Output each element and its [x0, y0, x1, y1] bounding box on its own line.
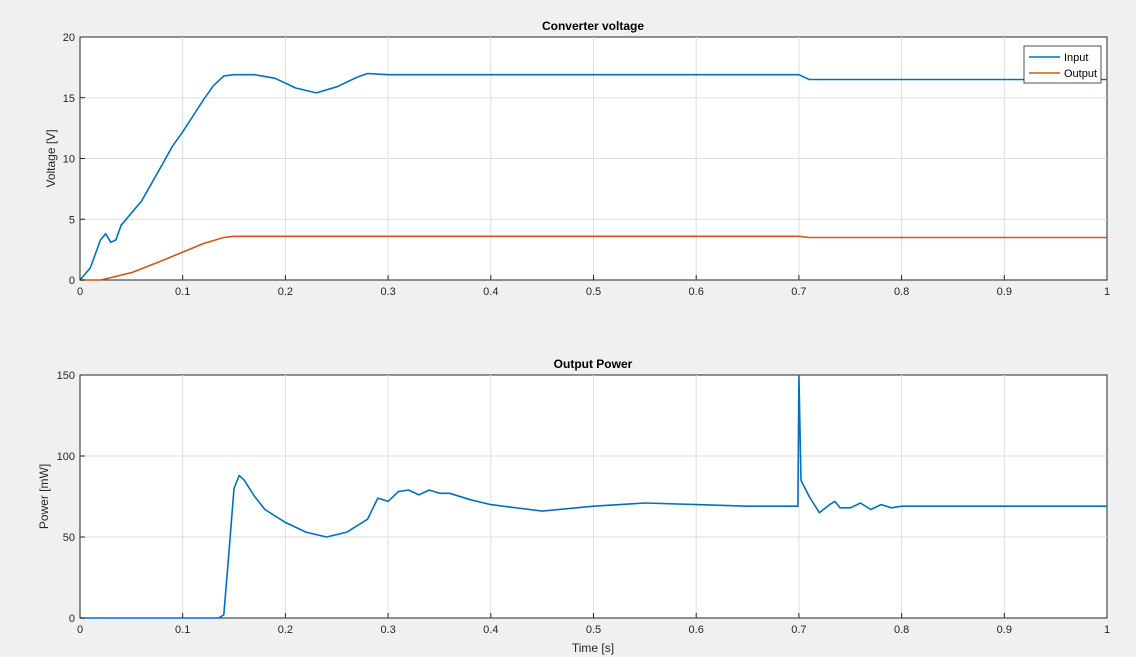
x-tick-label: 0.1	[175, 624, 190, 636]
y-tick-label: 20	[63, 32, 75, 44]
x-tick-label: 1	[1104, 286, 1110, 298]
x-tick-label: 0.9	[997, 624, 1012, 636]
x-tick-label: 0.7	[791, 286, 806, 298]
x-tick-label: 0.8	[894, 624, 909, 636]
y-tick-label: 0	[69, 613, 75, 625]
x-tick-label: 0.4	[483, 624, 498, 636]
x-tick-label: 0.4	[483, 286, 498, 298]
y-tick-label: 5	[69, 214, 75, 226]
voltage-legend: Input Output	[1023, 45, 1102, 84]
series-line	[80, 374, 1107, 619]
power-x-axis-label: Time [s]	[572, 641, 614, 655]
input-series-line	[79, 72, 1107, 281]
power-y-axis-label: Power [mW]	[37, 464, 51, 529]
x-tick-label: 0.5	[586, 624, 601, 636]
x-tick-label: 0.8	[894, 286, 909, 298]
y-tick-label: 15	[63, 93, 75, 105]
power-axes: 0 0.1 0.2 0.3 0.4 0.5 0.6 0.7 0.8 0.9 1 0 50 100 150 O…	[37, 357, 1110, 655]
x-tick-label: 0.3	[380, 624, 395, 636]
legend-input-label: Input	[1064, 52, 1088, 64]
legend-output-label: Output	[1064, 68, 1097, 80]
output-series-line	[80, 235, 1107, 281]
x-tick-label: 0.3	[380, 286, 395, 298]
y-tick-label: 100	[57, 451, 75, 463]
x-tick-label: 0	[77, 624, 83, 636]
power-chart-title: Output Power	[554, 357, 633, 371]
voltage-chart-title: Converter voltage	[542, 19, 644, 33]
x-tick-label: 0.9	[997, 286, 1012, 298]
y-tick-label: 150	[57, 370, 75, 382]
y-tick-label: 10	[63, 154, 75, 166]
x-tick-label: 0	[77, 286, 83, 298]
x-tick-label: 0.2	[278, 286, 293, 298]
voltage-y-axis-label: Voltage [V]	[44, 129, 58, 187]
y-tick-label: 0	[69, 275, 75, 287]
x-tick-label: 1	[1104, 624, 1110, 636]
x-tick-label: 0.2	[278, 624, 293, 636]
y-tick-label: 50	[63, 532, 75, 544]
x-tick-label: 0.6	[689, 286, 704, 298]
x-tick-label: 0.6	[689, 624, 704, 636]
x-tick-label: 0.5	[586, 286, 601, 298]
x-tick-label: 0.1	[175, 286, 190, 298]
x-tick-label: 0.7	[791, 624, 806, 636]
